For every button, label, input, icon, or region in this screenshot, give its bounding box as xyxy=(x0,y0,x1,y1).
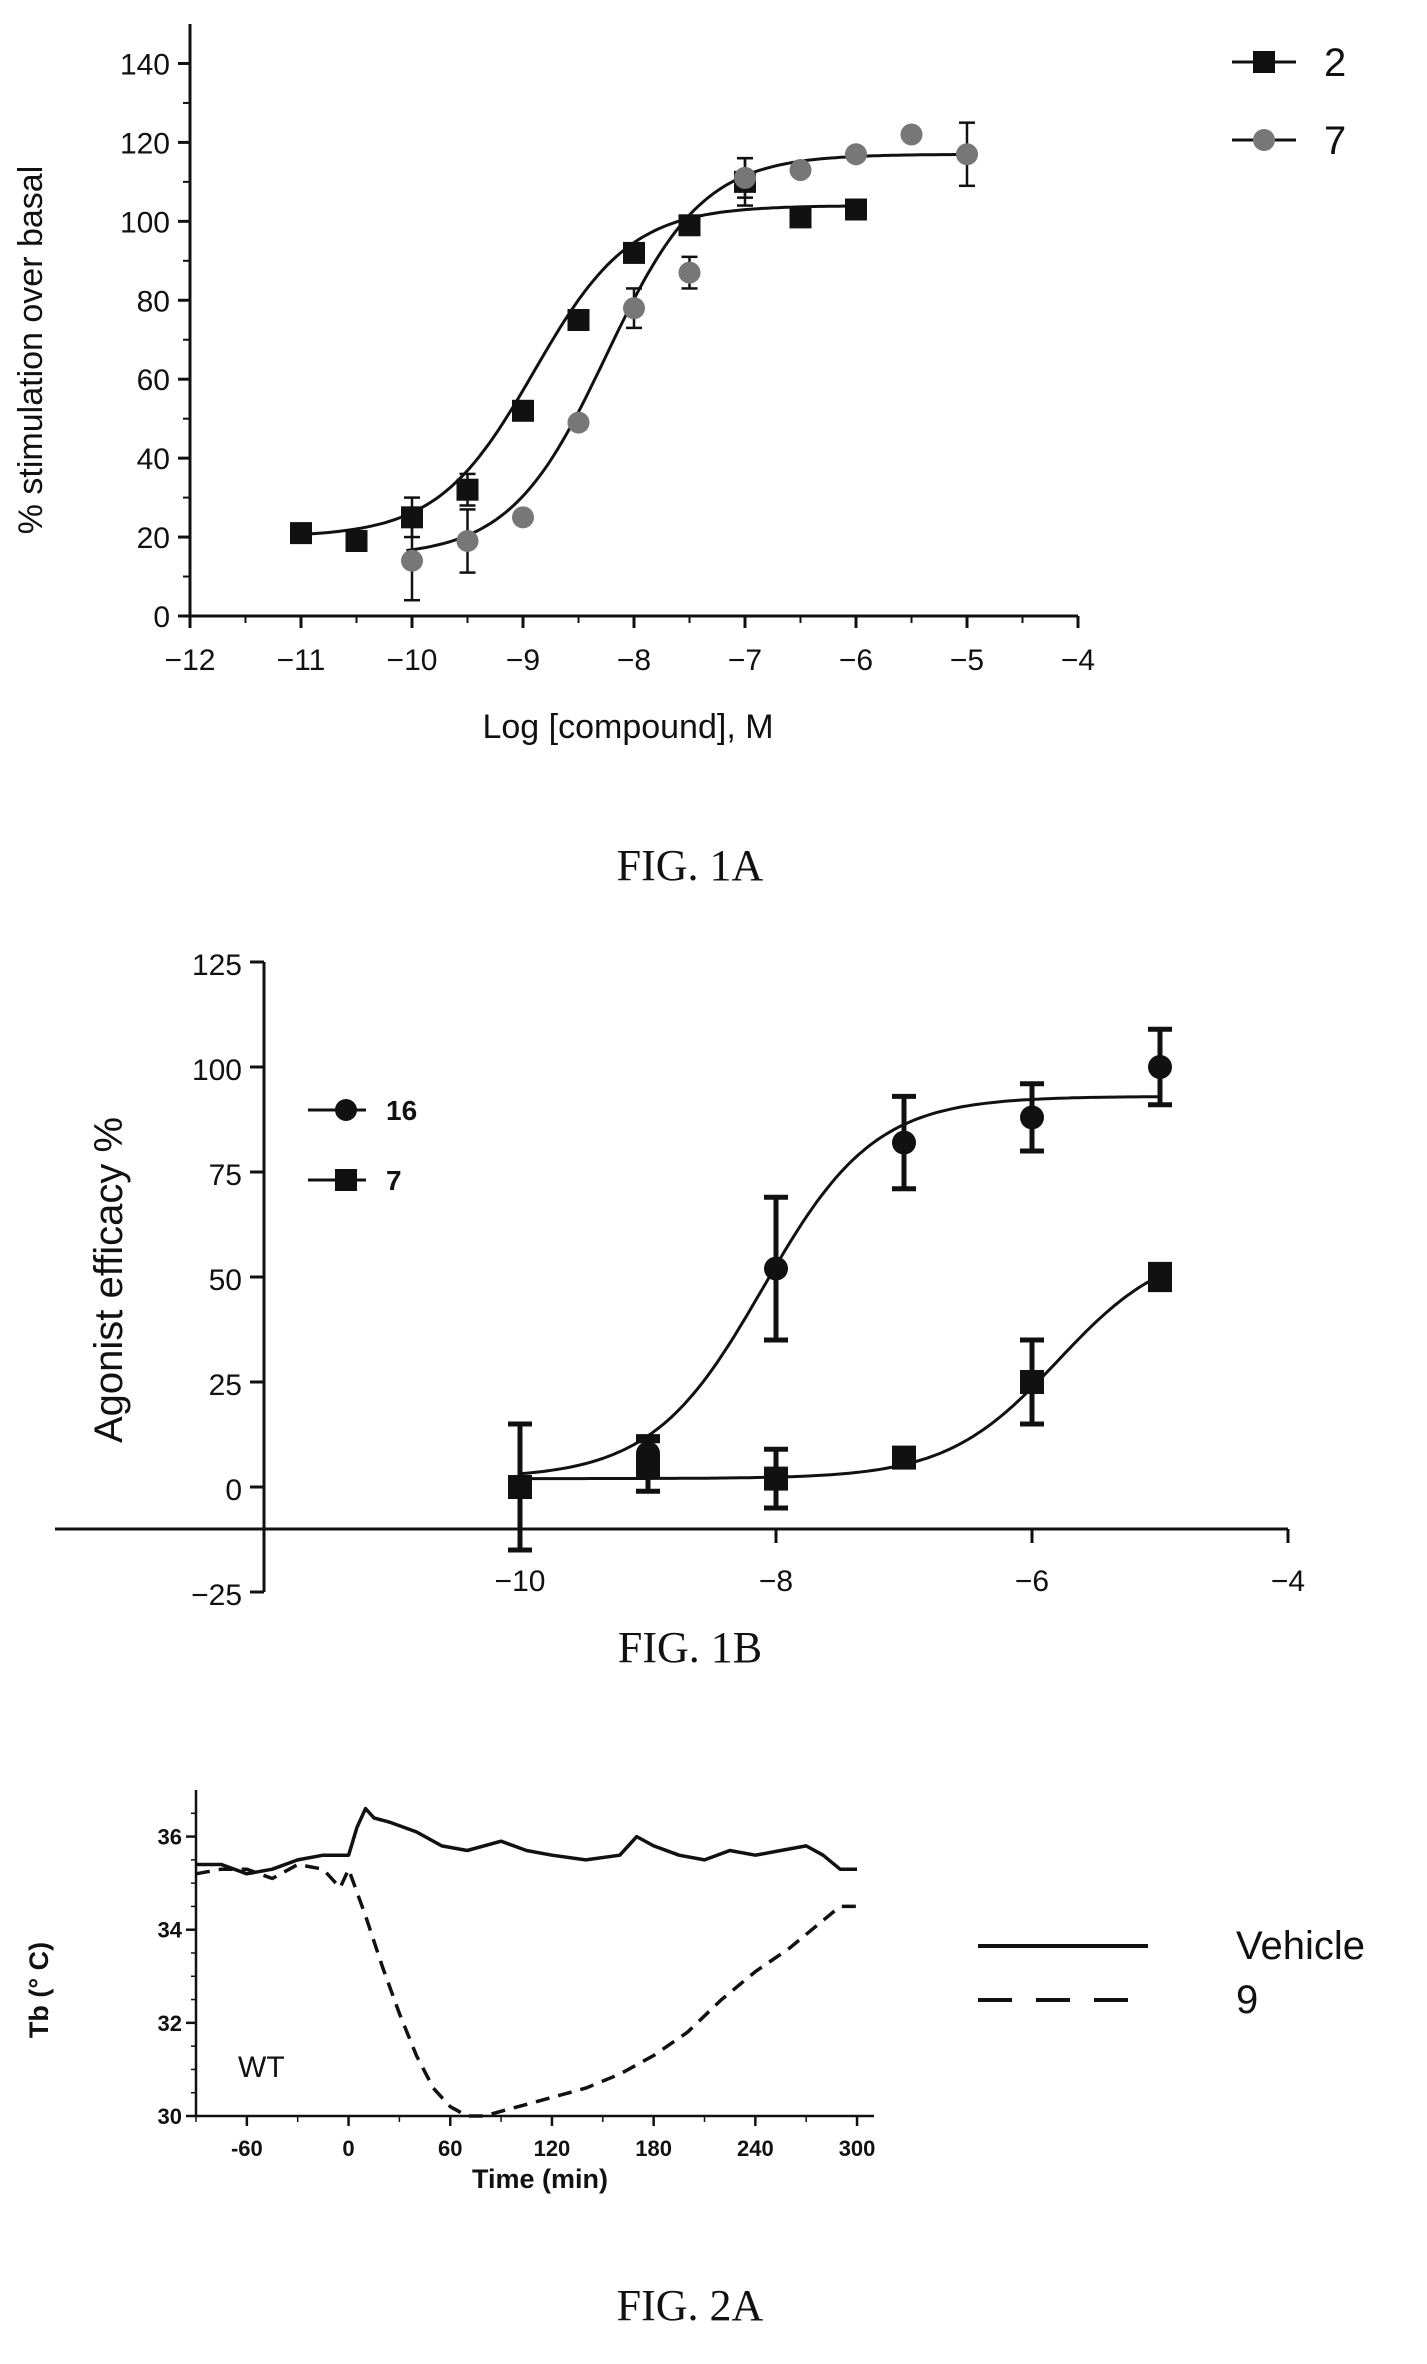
fig1b-point-series-16 xyxy=(764,1256,788,1281)
fig1b-x-tick-label: −10 xyxy=(495,1565,546,1598)
fig1b-point-series-7 xyxy=(508,1475,532,1499)
fig1a-point-series-7 xyxy=(401,549,423,572)
chart-fig-1b: Agonist efficacy % FIG. 1B −25 0 25 50 75 100… xyxy=(55,949,1305,1672)
fig1a-point-series-7 xyxy=(512,506,534,529)
fig2a-legend-label-series-Vehicle: Vehicle xyxy=(1236,1924,1365,1968)
fig1a-legend-label-series-7: 7 xyxy=(1324,119,1346,163)
fig2a-x-tick-label: -60 xyxy=(231,2136,263,2161)
fig2a-caption: FIG. 2A xyxy=(617,2281,764,2330)
fig2a-y-tick-label: 30 xyxy=(158,2104,182,2129)
fig2a-line-series-9 xyxy=(195,1862,857,2118)
fig1a-point-series-7 xyxy=(845,143,867,166)
fig1a-fit-curve-series-7 xyxy=(406,152,973,552)
fig2a-x-tick-label: 180 xyxy=(635,2136,672,2161)
fig1b-point-series-7 xyxy=(1148,1265,1172,1289)
fig1a-point-series-2 xyxy=(456,478,479,501)
fig1a-point-series-2 xyxy=(290,522,312,545)
fig1b-y-tick-label: 125 xyxy=(192,949,242,982)
fig1a-y-tick-label: 0 xyxy=(153,601,170,634)
fig1a-x-axis-label: Log [compound], M xyxy=(482,708,773,746)
fig1b-point-series-7 xyxy=(892,1445,916,1470)
fig1a-fit-curve-series-2 xyxy=(295,204,862,537)
fig1b-y-tick-label: 0 xyxy=(225,1474,242,1507)
fig1a-x-tick-label: −8 xyxy=(617,644,651,677)
fig1a-x-tick-label: −9 xyxy=(506,644,540,677)
fig1a-legend-marker-series-2 xyxy=(1253,51,1275,73)
fig1b-x-tick-label: −6 xyxy=(1015,1565,1049,1598)
fig1a-y-tick-label: 20 xyxy=(137,522,170,555)
fig1a-legend-marker-series-7 xyxy=(1253,129,1275,151)
fig1a-point-series-2 xyxy=(345,530,368,553)
fig1a-point-series-7 xyxy=(789,159,812,182)
fig2a-x-tick-label: 60 xyxy=(438,2136,462,2161)
fig1b-y-tick-label: 100 xyxy=(192,1054,242,1087)
fig1b-y-tick-label: 50 xyxy=(209,1264,242,1297)
fig1a-point-series-2 xyxy=(623,241,645,264)
fig1a-caption: FIG. 1A xyxy=(617,841,764,890)
fig1b-legend-marker-series-7 xyxy=(335,1169,357,1191)
fig2a-annotation-wt: WT xyxy=(238,2051,285,2084)
fig1b-fit-curve-series-16 xyxy=(519,1095,1160,1476)
fig1b-point-series-16 xyxy=(1020,1105,1044,1130)
fig1a-point-series-7 xyxy=(900,123,923,146)
fig1b-legend-marker-series-16 xyxy=(335,1099,357,1121)
fig1b-x-tick-label: −8 xyxy=(759,1565,793,1598)
fig2a-x-tick-label: 300 xyxy=(839,2136,876,2161)
fig1a-point-series-2 xyxy=(567,309,590,331)
fig2a-x-axis-label: Time (min) xyxy=(472,2164,608,2194)
fig1b-legend-label-series-7: 7 xyxy=(386,1165,402,1196)
fig2a-x-tick-label: 120 xyxy=(534,2136,571,2161)
fig1a-x-tick-label: −6 xyxy=(839,644,873,677)
fig2a-x-tick-label: 240 xyxy=(737,2136,774,2161)
fig2a-y-tick-label: 36 xyxy=(158,1825,182,1850)
fig1a-point-series-2 xyxy=(789,206,812,229)
fig1b-y-tick-label: 25 xyxy=(209,1369,242,1402)
fig1a-point-series-7 xyxy=(956,143,978,166)
fig1b-caption: FIG. 1B xyxy=(618,1623,762,1672)
fig1a-point-series-7 xyxy=(678,261,701,284)
fig1a-x-tick-label: −12 xyxy=(165,644,216,677)
fig1b-point-series-7 xyxy=(764,1466,788,1491)
fig1a-point-series-7 xyxy=(734,166,756,189)
fig1a-x-tick-label: −7 xyxy=(728,644,762,677)
fig1a-point-series-2 xyxy=(512,399,534,422)
fig1a-point-series-7 xyxy=(623,297,645,320)
fig1a-legend-label-series-2: 2 xyxy=(1324,41,1346,85)
chart-fig-2a: Tb (° C) Time (min) WT FIG. 2A -60 0 60 120… xyxy=(24,1790,1365,2330)
fig1b-point-series-16 xyxy=(892,1130,916,1155)
fig2a-y-tick-label: 34 xyxy=(158,1918,183,1943)
fig1a-y-tick-label: 140 xyxy=(120,48,170,81)
fig1a-x-tick-label: −10 xyxy=(387,644,438,677)
fig1a-y-tick-label: 120 xyxy=(120,127,170,160)
fig1a-x-tick-label: −11 xyxy=(277,644,326,677)
fig1a-point-series-7 xyxy=(456,530,479,553)
fig1a-y-tick-label: 60 xyxy=(137,364,170,397)
fig2a-legend-label-series-9: 9 xyxy=(1236,1978,1258,2022)
fig1b-y-axis-label: Agonist efficacy % xyxy=(87,1117,131,1443)
fig1a-y-tick-label: 40 xyxy=(137,443,170,476)
fig2a-line-series-Vehicle xyxy=(196,1806,857,1876)
fig1b-fit-curve-series-7 xyxy=(520,1274,1161,1481)
fig1a-y-tick-label: 80 xyxy=(137,285,170,318)
fig1b-x-tick-label: −4 xyxy=(1271,1565,1305,1598)
fig1b-point-series-16 xyxy=(1148,1055,1172,1079)
fig1b-point-series-7 xyxy=(636,1454,660,1478)
fig1b-y-tick-label: −25 xyxy=(191,1579,242,1612)
fig2a-y-axis-label: Tb (° C) xyxy=(24,1942,54,2038)
chart-fig-1a: % stimulation over basal Log [compound],… xyxy=(12,24,1346,890)
fig1b-legend-label-series-16: 16 xyxy=(386,1095,417,1126)
fig2a-x-tick-label: 0 xyxy=(342,2136,354,2161)
fig1a-x-tick-label: −5 xyxy=(950,644,984,677)
fig1a-x-tick-label: −4 xyxy=(1061,644,1095,677)
fig1b-y-tick-label: 75 xyxy=(209,1159,242,1192)
fig1a-point-series-7 xyxy=(567,411,590,434)
fig1a-y-tick-label: 100 xyxy=(120,206,170,239)
fig1a-point-series-2 xyxy=(845,198,867,221)
fig1b-point-series-7 xyxy=(1020,1370,1044,1394)
fig1a-y-axis-label: % stimulation over basal xyxy=(12,166,50,535)
fig1a-point-series-2 xyxy=(401,506,423,529)
fig2a-y-tick-label: 32 xyxy=(158,2011,182,2036)
